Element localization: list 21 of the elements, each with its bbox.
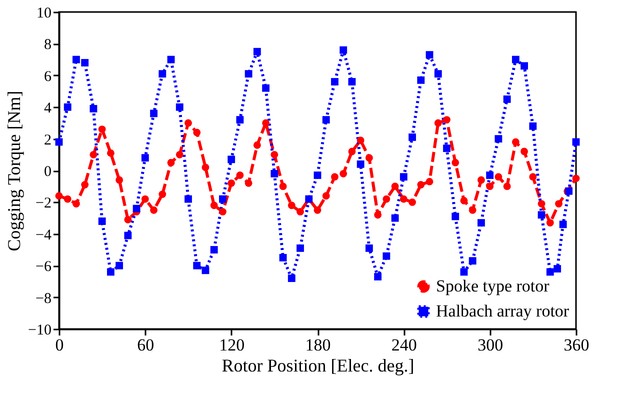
y-tick-label: −4 <box>36 227 52 244</box>
x-tick-label: 180 <box>305 336 331 354</box>
y-tick-label: −2 <box>36 196 52 212</box>
x-tick-label: 120 <box>219 336 245 354</box>
x-tick-label: 60 <box>137 336 154 354</box>
y-axis-title: Cogging Torque [Nm] <box>4 90 24 252</box>
legend-label: Halbach array rotor <box>436 302 570 320</box>
y-tick-label: −6 <box>36 259 52 276</box>
legend-label: Spoke type rotor <box>436 276 550 296</box>
y-tick-label: −8 <box>36 290 52 307</box>
y-tick-label: 4 <box>44 100 52 117</box>
x-tick-label: 300 <box>478 336 504 354</box>
y-tick-label: −10 <box>28 322 52 338</box>
y-tick-label: 10 <box>36 6 52 22</box>
x-axis-title: Rotor Position [Elec. deg.] <box>222 356 414 376</box>
y-tick-label: 8 <box>44 37 52 54</box>
y-tick-label: 0 <box>44 164 52 180</box>
x-tick-label: 240 <box>391 336 417 354</box>
y-tick-label: 6 <box>44 68 52 85</box>
x-tick-label: 360 <box>564 336 590 354</box>
y-tick-label: 2 <box>44 132 52 148</box>
